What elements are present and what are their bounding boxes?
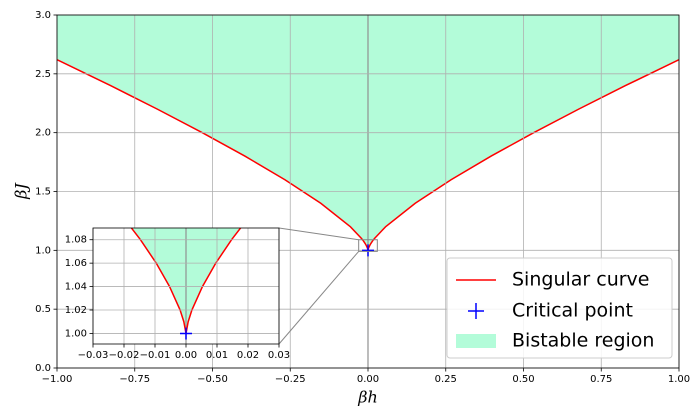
y-tick-label: 1.0	[35, 245, 51, 256]
inset-connector	[278, 251, 360, 345]
x-tick-label: −0.03	[78, 350, 109, 361]
x-tick-label: −0.25	[275, 374, 306, 385]
legend-box	[446, 257, 673, 359]
legend-swatch	[468, 303, 484, 319]
x-tick-label: −1.00	[42, 374, 73, 385]
legend-swatch	[456, 334, 496, 348]
x-tick-label: 0.25	[435, 374, 457, 385]
legend-label: Critical point	[512, 300, 633, 322]
y-tick-label: 1.5	[35, 187, 51, 198]
axes-frame	[56, 14, 680, 369]
x-tick-label: 0.00	[175, 350, 197, 361]
x-tick-label: −0.50	[197, 374, 228, 385]
x-tick-label: 0.00	[357, 374, 379, 385]
y-tick-label: 2.5	[35, 69, 51, 80]
y-tick-label: 2.0	[35, 128, 51, 139]
y-tick-label: 1.06	[65, 258, 87, 269]
marker	[180, 327, 192, 340]
y-tick-label: 1.08	[65, 235, 87, 246]
y-axis-label: βJ	[12, 182, 31, 200]
legend: Singular curve Critical point Bistable reg…	[446, 257, 673, 359]
inset-axes: −0.03 −0.02 −0.01 0.00 0.01 0.02 0.03 1.00 1.02 1…	[65, 227, 290, 361]
x-tick-label: 0.01	[206, 350, 228, 361]
x-tick-label: 0.02	[237, 350, 259, 361]
legend-label: Bistable region	[512, 330, 654, 352]
x-tick-label: −0.02	[109, 350, 140, 361]
x-tick-label: −0.75	[119, 374, 150, 385]
x-tick-label: −0.01	[140, 350, 171, 361]
x-tick-label: 0.50	[512, 374, 534, 385]
marker	[362, 244, 374, 257]
inset-indicator	[358, 239, 378, 252]
critical-point	[362, 244, 374, 257]
x-tick-label: 0.03	[268, 350, 290, 361]
y-tick-label: 3.0	[35, 10, 51, 21]
inset-connector	[278, 227, 359, 241]
y-tick-label: 0.5	[35, 304, 51, 315]
x-axis-label: βh	[357, 388, 378, 407]
legend-label: Singular curve	[512, 269, 650, 291]
x-tick-label: 1.00	[668, 374, 690, 385]
y-tick-label: 1.02	[65, 305, 87, 316]
y-tick-label: 0.0	[35, 363, 51, 374]
axes-frame	[92, 227, 280, 345]
critical-point	[180, 327, 192, 340]
x-tick-label: 0.75	[590, 374, 612, 385]
y-tick-label: 1.04	[65, 282, 87, 293]
y-tick-label: 1.00	[65, 328, 87, 339]
